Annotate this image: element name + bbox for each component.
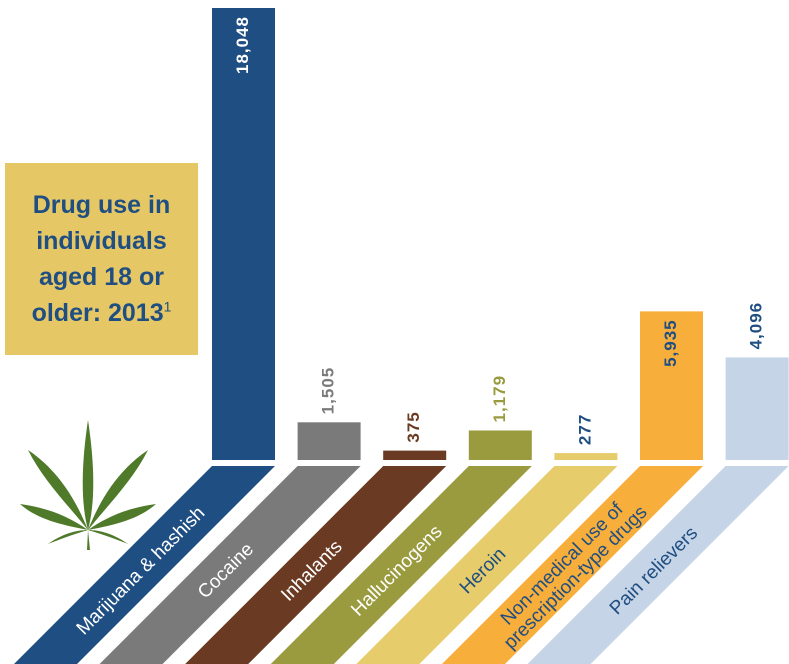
category-ribbon — [185, 466, 447, 664]
bar — [640, 311, 703, 460]
value-label: 5,935 — [661, 319, 680, 367]
bar — [468, 430, 532, 460]
bar — [297, 422, 361, 460]
category-ribbon — [99, 466, 361, 664]
category-ribbon — [442, 466, 703, 664]
value-label: 375 — [404, 411, 423, 442]
chart-title: Drug use in individuals aged 18 or older… — [31, 190, 171, 328]
bar — [725, 357, 789, 460]
category-ribbon — [356, 466, 618, 664]
category-ribbon — [270, 466, 532, 664]
value-label: 1,179 — [490, 375, 509, 423]
value-label: 277 — [575, 414, 594, 445]
title-box: Drug use in individuals aged 18 or older… — [5, 163, 198, 355]
bar — [212, 8, 275, 460]
cannabis-leaf-icon — [20, 420, 156, 550]
category-ribbon — [14, 466, 275, 664]
bar — [383, 450, 447, 460]
value-label: 18,048 — [233, 16, 252, 74]
value-label: 1,505 — [319, 367, 338, 415]
title-footnote: 1 — [163, 298, 172, 315]
bar — [554, 453, 618, 460]
value-label: 4,096 — [747, 302, 766, 350]
category-ribbon — [527, 466, 789, 664]
